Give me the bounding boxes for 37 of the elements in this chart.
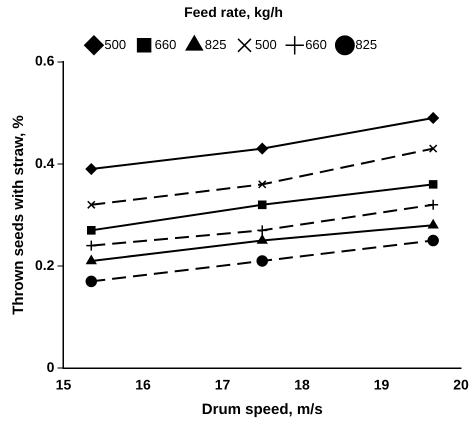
x-tick-label: 20 bbox=[453, 376, 469, 392]
point bbox=[86, 163, 98, 175]
legend-label: 660 bbox=[154, 36, 176, 52]
x-tick-label: 16 bbox=[135, 376, 151, 392]
point bbox=[428, 180, 438, 189]
y-tick-label: 0.4 bbox=[34, 154, 55, 171]
x-tick-label: 15 bbox=[56, 376, 72, 392]
point bbox=[86, 240, 98, 252]
y-tick-label: 0 bbox=[46, 359, 55, 376]
y-tick-label: 0.6 bbox=[34, 52, 55, 69]
point bbox=[86, 255, 96, 264]
x-axis-title: Drum speed, m/s bbox=[202, 401, 323, 418]
point bbox=[87, 226, 96, 235]
x-tick-label: 18 bbox=[294, 376, 310, 392]
point bbox=[257, 234, 268, 244]
point bbox=[256, 142, 268, 154]
point bbox=[258, 200, 267, 210]
point bbox=[87, 200, 96, 210]
x-tick-label: 17 bbox=[214, 376, 230, 392]
point bbox=[256, 224, 268, 236]
legend-title: Feed rate, kg/h bbox=[184, 4, 283, 20]
legend-label: 660 bbox=[305, 36, 327, 52]
y-axis-title: Thrown seeds with straw, % bbox=[10, 115, 28, 315]
legend-label: 500 bbox=[255, 36, 277, 52]
point bbox=[428, 144, 438, 153]
point bbox=[86, 276, 98, 288]
point bbox=[427, 112, 439, 124]
point bbox=[258, 180, 267, 189]
y-tick-label: 0.2 bbox=[34, 256, 55, 273]
point bbox=[427, 199, 439, 211]
legend-label: 500 bbox=[104, 36, 126, 52]
legend-label: 825 bbox=[204, 36, 227, 52]
point bbox=[428, 219, 438, 228]
x-tick-label: 19 bbox=[374, 376, 390, 392]
legend-label: 825 bbox=[355, 36, 378, 52]
point bbox=[427, 234, 439, 246]
point bbox=[256, 255, 268, 267]
